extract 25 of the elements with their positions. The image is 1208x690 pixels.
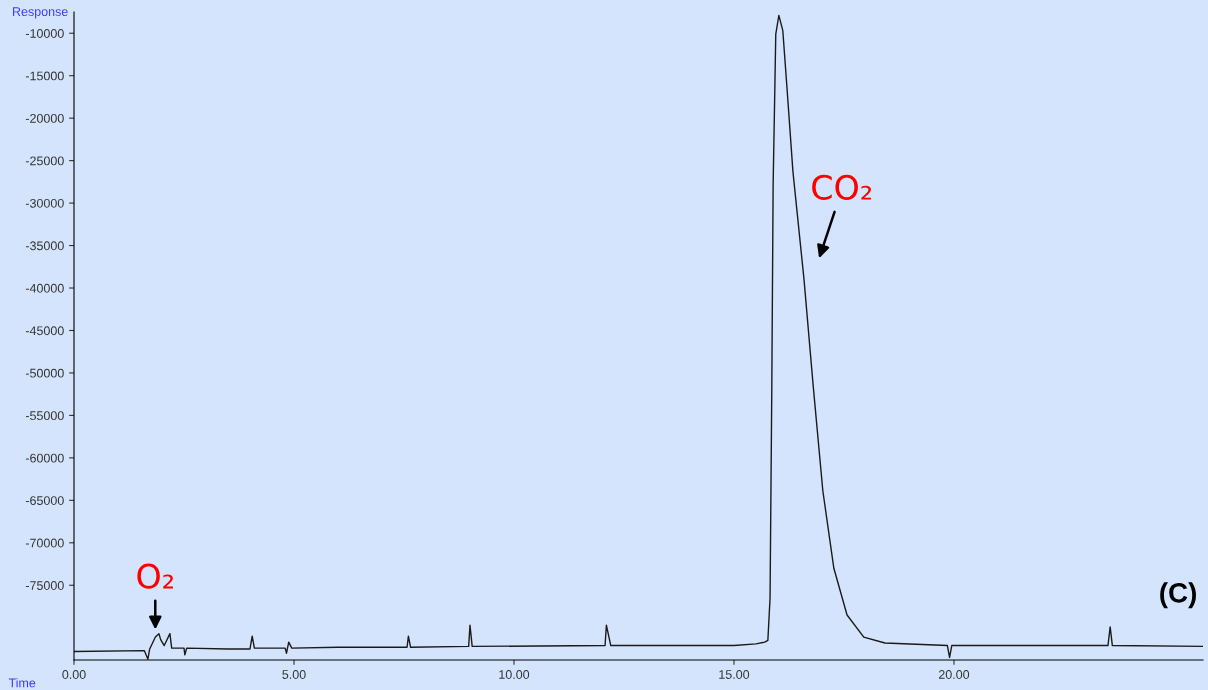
y-tick-label: -70000	[25, 538, 64, 548]
y-tick-label: -65000	[25, 496, 64, 505]
x-tick-label: 15.00	[719, 670, 750, 679]
y-tick-label: -40000	[25, 283, 64, 293]
y-tick-label: -55000	[25, 411, 64, 421]
y-tick-label: -25000	[25, 156, 64, 166]
y-tick-label: -45000	[25, 326, 64, 336]
x-tick-label: 20.00	[938, 670, 970, 679]
y-tick-label: -50000	[25, 368, 64, 378]
y-tick-label: -75000	[25, 581, 64, 590]
y-tick-label: -20000	[25, 113, 64, 123]
y-axis-title: Response	[13, 7, 68, 19]
annotation: CO₂	[812, 174, 872, 200]
y-tick-label: -60000	[25, 453, 64, 463]
x-tick-label: 0.00	[62, 670, 86, 679]
y-tick-label: -10000	[25, 29, 64, 38]
annotation: O₂	[137, 563, 173, 589]
y-tick-label: -15000	[25, 71, 64, 81]
y-tick-label: -30000	[25, 198, 64, 208]
x-tick-label: 5.00	[282, 670, 306, 679]
annotation: (C)	[1160, 582, 1196, 609]
line-series	[74, 14, 1203, 660]
x-tick-label: 10.00	[499, 670, 530, 679]
x-axis-title: Time	[8, 678, 36, 688]
y-tick-label: -35000	[25, 241, 64, 251]
